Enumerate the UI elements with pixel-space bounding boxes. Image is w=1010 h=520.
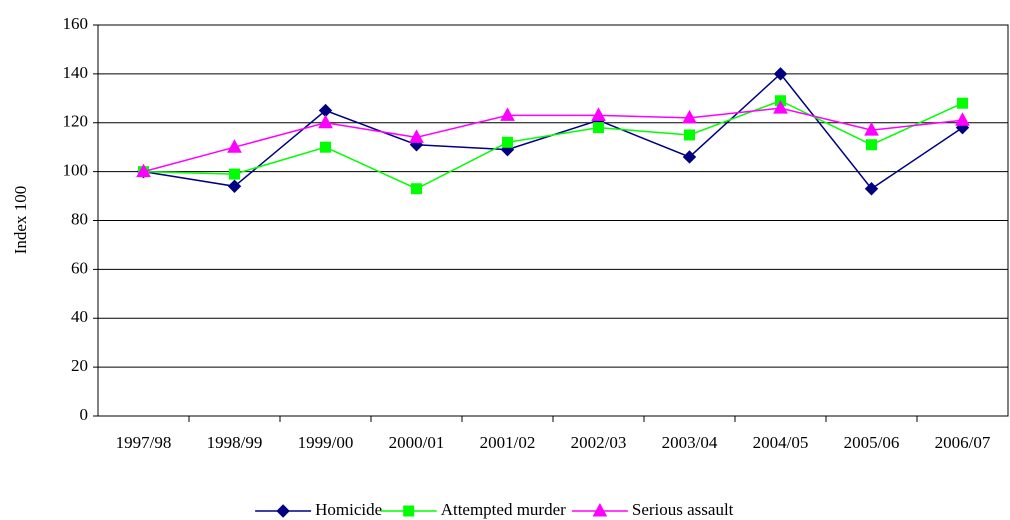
point — [591, 107, 606, 121]
legend-label: Attempted murder — [441, 500, 566, 519]
x-tick-label: 2002/03 — [571, 433, 627, 452]
y-tick-label: 140 — [63, 63, 89, 82]
y-axis-label: Index 100 — [11, 186, 30, 254]
point — [682, 109, 697, 124]
point — [593, 122, 604, 134]
x-tick-label: 2006/07 — [935, 433, 991, 452]
point — [773, 100, 788, 114]
x-tick-label: 1999/00 — [298, 433, 354, 452]
point — [773, 67, 788, 81]
point — [500, 107, 515, 121]
y-tick-label: 60 — [71, 258, 88, 277]
y-tick-label: 80 — [71, 209, 88, 228]
point — [682, 150, 697, 164]
point — [409, 129, 424, 143]
y-tick-label: 40 — [71, 307, 88, 326]
legend-marker — [276, 504, 290, 518]
point — [229, 168, 240, 180]
series-line — [143, 99, 963, 190]
point — [502, 136, 513, 148]
point — [955, 112, 970, 126]
point — [684, 129, 695, 141]
x-tick-label: 2003/04 — [662, 433, 718, 452]
y-tick-label: 20 — [71, 356, 88, 375]
y-tick-label: 160 — [63, 14, 89, 33]
point — [227, 139, 242, 153]
legend-marker — [592, 502, 608, 517]
x-tick-label: 2005/06 — [844, 433, 900, 452]
x-tick-label: 2001/02 — [480, 433, 536, 452]
legend-marker — [403, 505, 415, 517]
y-tick-label: 0 — [80, 405, 89, 424]
point — [864, 122, 879, 136]
y-tick-label: 100 — [63, 161, 89, 180]
point — [866, 139, 877, 151]
x-tick-label: 1998/99 — [207, 433, 263, 452]
point — [318, 114, 333, 129]
point — [411, 183, 422, 195]
legend-label: Homicide — [315, 500, 382, 519]
point — [320, 141, 331, 153]
point — [957, 97, 968, 109]
series-line — [143, 107, 963, 173]
x-tick-label: 2004/05 — [753, 433, 809, 452]
point — [227, 179, 242, 193]
x-tick-label: 2000/01 — [389, 433, 445, 452]
point — [864, 182, 879, 196]
x-tick-label: 1997/98 — [116, 433, 172, 452]
point — [136, 163, 151, 178]
y-tick-label: 120 — [63, 112, 89, 131]
legend-label: Serious assault — [632, 500, 734, 519]
